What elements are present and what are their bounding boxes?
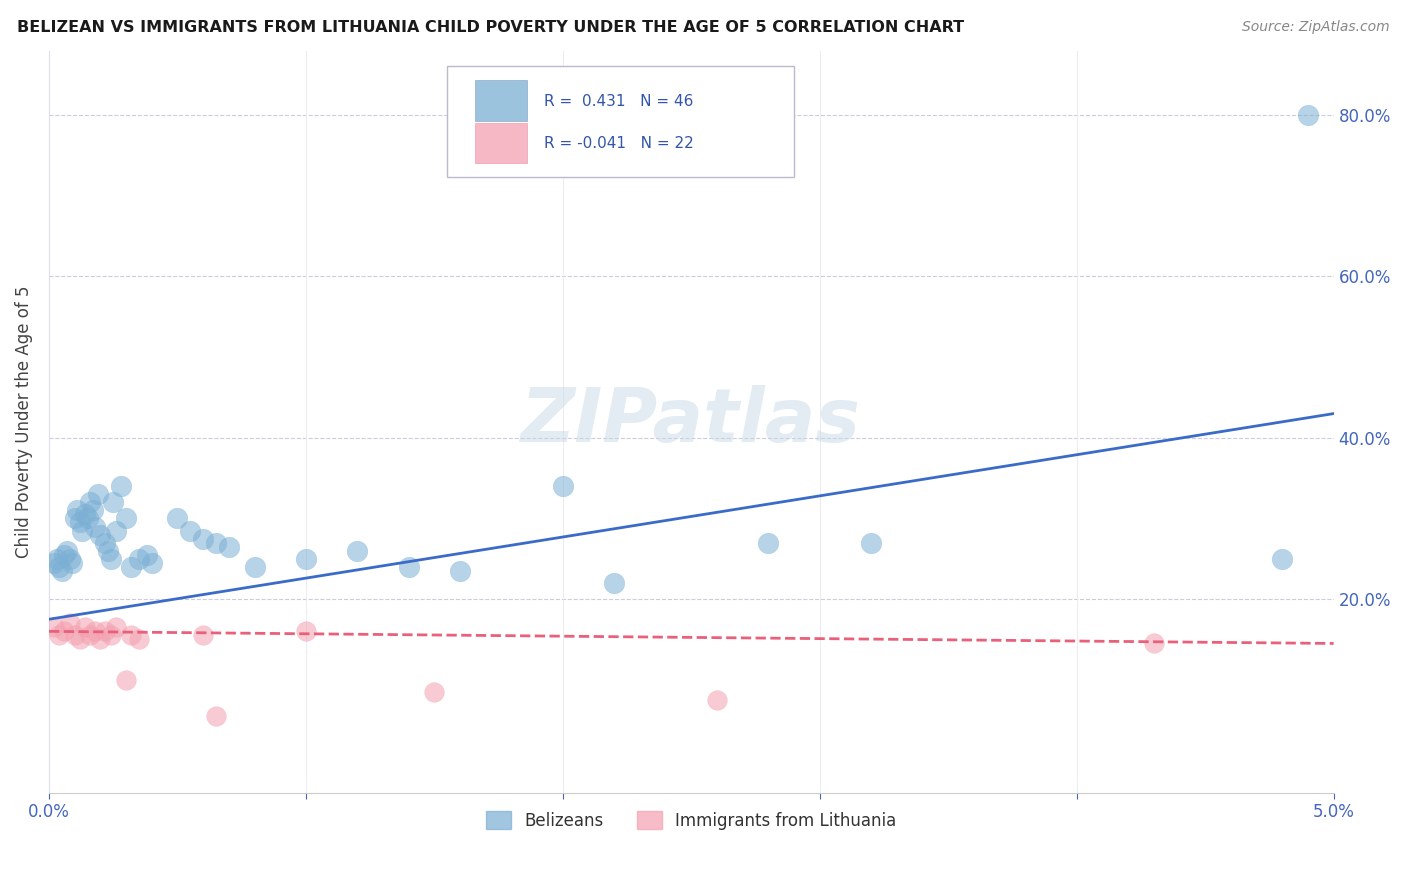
Point [42, 556, 65, 570]
Point [60, 556, 83, 570]
Point [115, 673, 138, 687]
Point [104, 620, 127, 634]
Point [94, 624, 117, 639]
Point [706, 693, 728, 707]
Point [860, 535, 883, 549]
Point [100, 551, 122, 566]
Point [243, 559, 266, 574]
Text: R =  0.431   N = 46: R = 0.431 N = 46 [544, 94, 693, 109]
Point [120, 628, 142, 642]
Point [128, 632, 150, 647]
Point [398, 559, 420, 574]
Point [53, 624, 76, 639]
Point [295, 551, 318, 566]
Point [84, 519, 107, 533]
Point [58, 551, 80, 566]
Point [66, 503, 89, 517]
Point [69, 516, 91, 530]
Point [551, 479, 574, 493]
Bar [475, 123, 527, 163]
Point [205, 709, 228, 723]
Point [758, 535, 780, 549]
Text: Source: ZipAtlas.com: Source: ZipAtlas.com [1241, 20, 1389, 34]
Point [110, 479, 132, 493]
Point [72, 524, 94, 538]
Point [73, 620, 96, 634]
FancyBboxPatch shape [447, 65, 794, 177]
Point [115, 511, 138, 525]
Point [69, 632, 91, 647]
Point [63, 511, 86, 525]
Point [179, 524, 201, 538]
Point [603, 576, 626, 591]
Point [79, 495, 101, 509]
Point [191, 532, 214, 546]
Point [63, 628, 86, 642]
Point [48, 559, 70, 574]
Point [1271, 551, 1294, 566]
Y-axis label: Child Poverty Under the Age of 5: Child Poverty Under the Age of 5 [15, 285, 32, 558]
Text: R = -0.041   N = 22: R = -0.041 N = 22 [544, 136, 693, 151]
Point [45, 551, 67, 566]
Point [218, 540, 240, 554]
Point [48, 628, 70, 642]
Point [103, 495, 125, 509]
Point [87, 487, 110, 501]
Point [53, 548, 76, 562]
Point [166, 511, 188, 525]
Point [128, 551, 150, 566]
Point [449, 564, 471, 578]
Point [79, 628, 101, 642]
Point [205, 535, 228, 549]
Point [141, 556, 163, 570]
Point [1143, 636, 1166, 650]
Point [56, 543, 79, 558]
Point [42, 620, 65, 634]
Point [135, 548, 157, 562]
Point [51, 564, 73, 578]
Point [58, 616, 80, 631]
Point [423, 685, 446, 699]
Point [94, 535, 117, 549]
Point [100, 628, 122, 642]
Point [84, 624, 107, 639]
Point [191, 628, 214, 642]
Point [346, 543, 368, 558]
Text: ZIPatlas: ZIPatlas [522, 385, 862, 458]
Point [97, 543, 120, 558]
Point [1296, 108, 1319, 122]
Point [89, 527, 111, 541]
Point [76, 511, 98, 525]
Bar [475, 80, 527, 121]
Point [104, 524, 127, 538]
Point [295, 624, 318, 639]
Legend: Belizeans, Immigrants from Lithuania: Belizeans, Immigrants from Lithuania [479, 805, 903, 837]
Point [89, 632, 111, 647]
Point [120, 559, 142, 574]
Text: BELIZEAN VS IMMIGRANTS FROM LITHUANIA CHILD POVERTY UNDER THE AGE OF 5 CORRELATI: BELIZEAN VS IMMIGRANTS FROM LITHUANIA CH… [17, 20, 965, 35]
Point [73, 508, 96, 522]
Point [82, 503, 104, 517]
